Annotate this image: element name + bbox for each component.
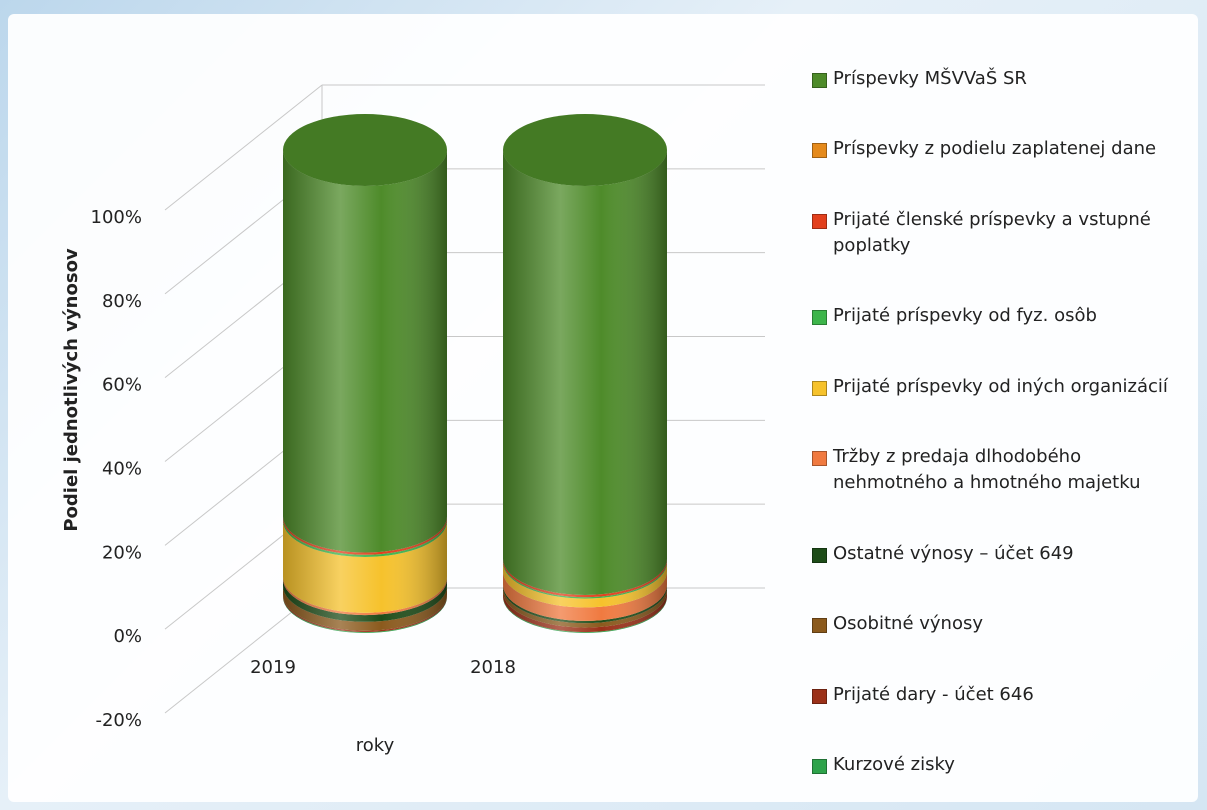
cylinder-top <box>283 114 447 186</box>
y-tick-label: 0% <box>113 626 142 647</box>
y-tick-label: -20% <box>95 710 142 731</box>
legend: Príspevky MŠVVaŠ SR Príspevky z podielu z… <box>812 66 1197 778</box>
y-tick-label: 20% <box>102 542 142 563</box>
y-tick-label: 80% <box>102 291 142 312</box>
legend-swatch <box>812 143 827 159</box>
y-tick-label: 100% <box>91 207 142 228</box>
legend-swatch <box>812 310 827 326</box>
legend-swatch <box>812 547 827 563</box>
cylinder-top-shade <box>283 114 447 186</box>
legend-entry: Prijaté dary - účet 646 <box>812 682 1197 708</box>
cylinder-shade <box>503 150 667 633</box>
cylinder-top <box>503 114 667 186</box>
legend-label: Ostatné výnosy – účet 649 <box>833 542 1074 564</box>
legend-label: Kurzové zisky <box>833 753 955 775</box>
chart: Podiel jednotlivých výnosov roky -20% 0% 2… <box>61 84 765 756</box>
cylinder-shade <box>283 150 447 633</box>
legend-swatch <box>812 73 827 88</box>
legend-label: Prijaté dary - účet 646 <box>833 683 1034 705</box>
legend-entry: Tržby z predaja dlhodobého nehmotného a … <box>812 444 1197 496</box>
legend-label: Tržby z predaja dlhodobého nehmotného a … <box>833 446 1141 494</box>
y-axis-label: Podiel jednotlivých výnosov <box>61 248 82 532</box>
legend-entry: Príspevky z podielu zaplatenej dane <box>812 136 1197 162</box>
legend-swatch <box>812 758 827 774</box>
legend-swatch <box>812 380 827 396</box>
legend-entry: Prijaté členské príspevky a vstupné popl… <box>812 207 1197 259</box>
legend-label: Príspevky z podielu zaplatenej dane <box>833 138 1157 160</box>
legend-label: Príspevky MŠVVaŠ SR <box>833 68 1027 89</box>
legend-swatch <box>812 618 827 634</box>
legend-entry: Kurzové zisky <box>812 752 1197 778</box>
x-tick-label: 2019 <box>250 657 296 678</box>
legend-label: Osobitné výnosy <box>833 613 984 635</box>
legend-swatch <box>812 451 827 467</box>
legend-entry: Príspevky MŠVVaŠ SR <box>812 66 1197 92</box>
legend-entry: Prijaté príspevky od iných organizácií <box>812 374 1197 400</box>
legend-swatch <box>812 688 827 704</box>
legend-swatch <box>812 213 827 229</box>
y-tick-label: 60% <box>102 375 142 396</box>
cylinder-top-shade <box>503 114 667 186</box>
x-tick-label: 2018 <box>470 657 516 678</box>
grid-line <box>164 84 323 211</box>
legend-label: Prijaté členské príspevky a vstupné popl… <box>833 208 1151 256</box>
legend-label: Prijaté príspevky od fyz. osôb <box>833 305 1097 327</box>
x-axis-label: roky <box>356 735 395 756</box>
legend-label: Prijaté príspevky od iných organizácií <box>833 375 1168 397</box>
legend-entry: Osobitné výnosy <box>812 611 1197 637</box>
legend-entry: Prijaté príspevky od fyz. osôb <box>812 303 1197 329</box>
y-tick-label: 40% <box>102 459 142 480</box>
legend-entry: Ostatné výnosy – účet 649 <box>812 541 1197 567</box>
